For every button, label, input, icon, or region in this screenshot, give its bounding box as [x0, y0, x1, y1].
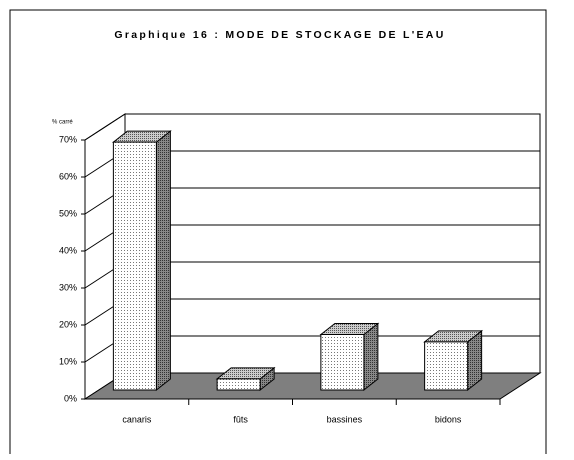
y-axis-label: % carré	[52, 120, 73, 126]
x-tick-label: bassines	[327, 414, 363, 424]
bar	[112, 141, 157, 391]
bar	[320, 334, 365, 391]
y-tick-label: 60%	[59, 171, 77, 181]
frame	[9, 9, 547, 454]
y-tick-label: 70%	[59, 134, 77, 144]
y-tick-label: 0%	[64, 393, 77, 403]
x-tick-label: bidons	[435, 414, 462, 424]
x-tick-label: canaris	[122, 414, 152, 424]
y-tick-label: 30%	[59, 282, 77, 292]
x-tick-label: fûts	[233, 414, 248, 424]
y-tick-label: 40%	[59, 245, 77, 255]
y-tick-label: 20%	[59, 319, 77, 329]
bar-side	[155, 130, 171, 392]
chart-title: Graphique 16 : MODE DE STOCKAGE DE L'EAU	[114, 29, 446, 41]
bar	[216, 378, 261, 391]
y-tick-label: 10%	[59, 356, 77, 366]
y-tick-label: 50%	[59, 208, 77, 218]
bar	[424, 341, 469, 391]
grid-line	[84, 113, 126, 141]
